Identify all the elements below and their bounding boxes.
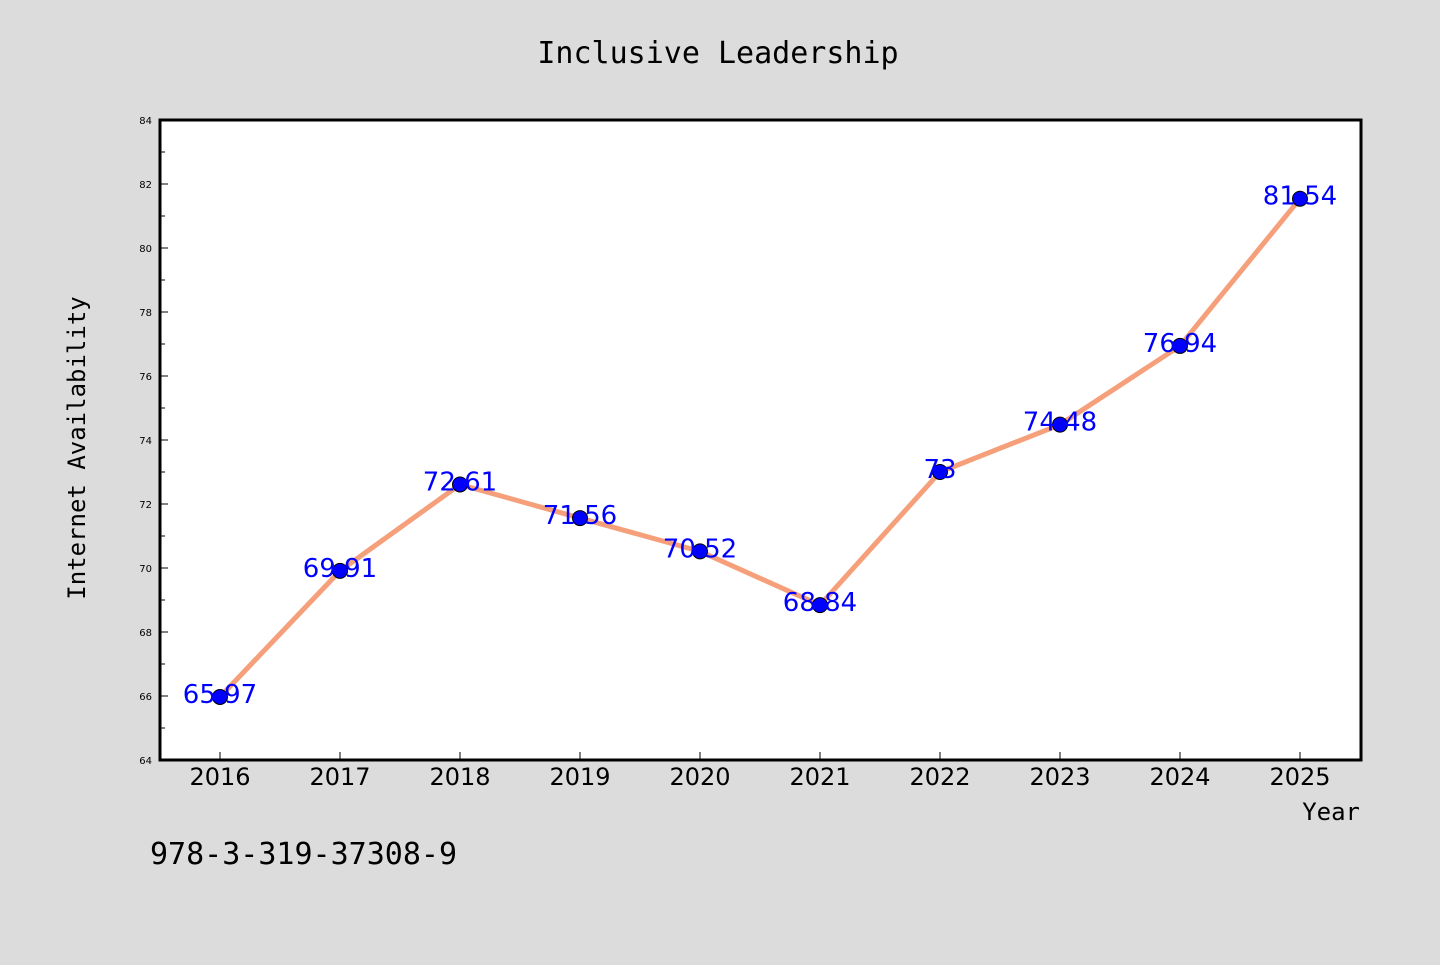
x-tick-label: 2020 — [669, 763, 730, 791]
data-labels-group: 65.97 69.91 72.61 71.56 70.52 68.84 73 74.48 76.… — [183, 182, 1337, 710]
data-label: 68.84 — [783, 588, 857, 618]
x-tick-label: 2023 — [1029, 763, 1090, 791]
data-point — [812, 597, 828, 614]
data-label: 74.48 — [1023, 408, 1097, 438]
y-tick-label: 76 — [139, 372, 152, 383]
x-tick-label: 2025 — [1269, 763, 1330, 791]
y-axis-label: Internet Availability — [63, 296, 91, 599]
data-point — [932, 464, 948, 480]
x-axis: 2016 2017 2018 2019 2020 2021 2022 2023 2024 2025 — [189, 752, 1331, 791]
x-tick-label: 2016 — [189, 763, 250, 791]
series-line-group — [217, 196, 1303, 700]
x-tick-label: 2017 — [309, 763, 370, 791]
y-tick-label: 68 — [139, 628, 152, 639]
data-point — [1052, 416, 1068, 433]
chart-title: Inclusive Leadership — [537, 36, 898, 71]
x-axis-label: Year — [1302, 798, 1360, 826]
series-line — [217, 196, 1303, 700]
data-point — [212, 688, 228, 705]
data-label: 72.61 — [423, 467, 497, 497]
x-tick-label: 2024 — [1149, 763, 1210, 791]
y-tick-label: 74 — [139, 436, 152, 447]
y-tick-label: 78 — [139, 308, 152, 319]
x-tick-label: 2019 — [549, 763, 610, 791]
data-point — [692, 543, 708, 560]
x-tick-label: 2021 — [789, 763, 850, 791]
series-points-group — [212, 190, 1308, 705]
data-label: 71.56 — [543, 501, 617, 531]
x-tick-label: 2022 — [909, 763, 970, 791]
data-label: 70.52 — [663, 534, 737, 564]
data-label: 65.97 — [183, 680, 257, 710]
plot-area — [158, 118, 1363, 762]
data-point — [572, 510, 588, 527]
y-tick-label: 66 — [139, 692, 152, 703]
data-point — [452, 476, 468, 493]
data-label: 81.54 — [1263, 182, 1337, 212]
data-point — [1172, 337, 1188, 354]
y-tick-label: 84 — [139, 116, 152, 127]
y-tick-label: 64 — [139, 756, 152, 767]
data-label: 76.94 — [1143, 329, 1217, 359]
y-tick-label: 82 — [139, 180, 152, 191]
y-tick-label: 70 — [139, 564, 152, 575]
data-label: 69.91 — [303, 554, 377, 584]
data-label: 73 — [923, 455, 956, 485]
y-tick-label: 72 — [139, 500, 152, 511]
x-tick-label: 2018 — [429, 763, 490, 791]
isbn-text: 978-3-319-37308-9 — [150, 837, 457, 872]
data-point — [1292, 190, 1308, 207]
y-axis: 64 66 68 70 72 74 76 78 80 82 84 — [139, 116, 168, 767]
y-tick-label: 80 — [139, 244, 152, 255]
data-point — [332, 562, 348, 579]
